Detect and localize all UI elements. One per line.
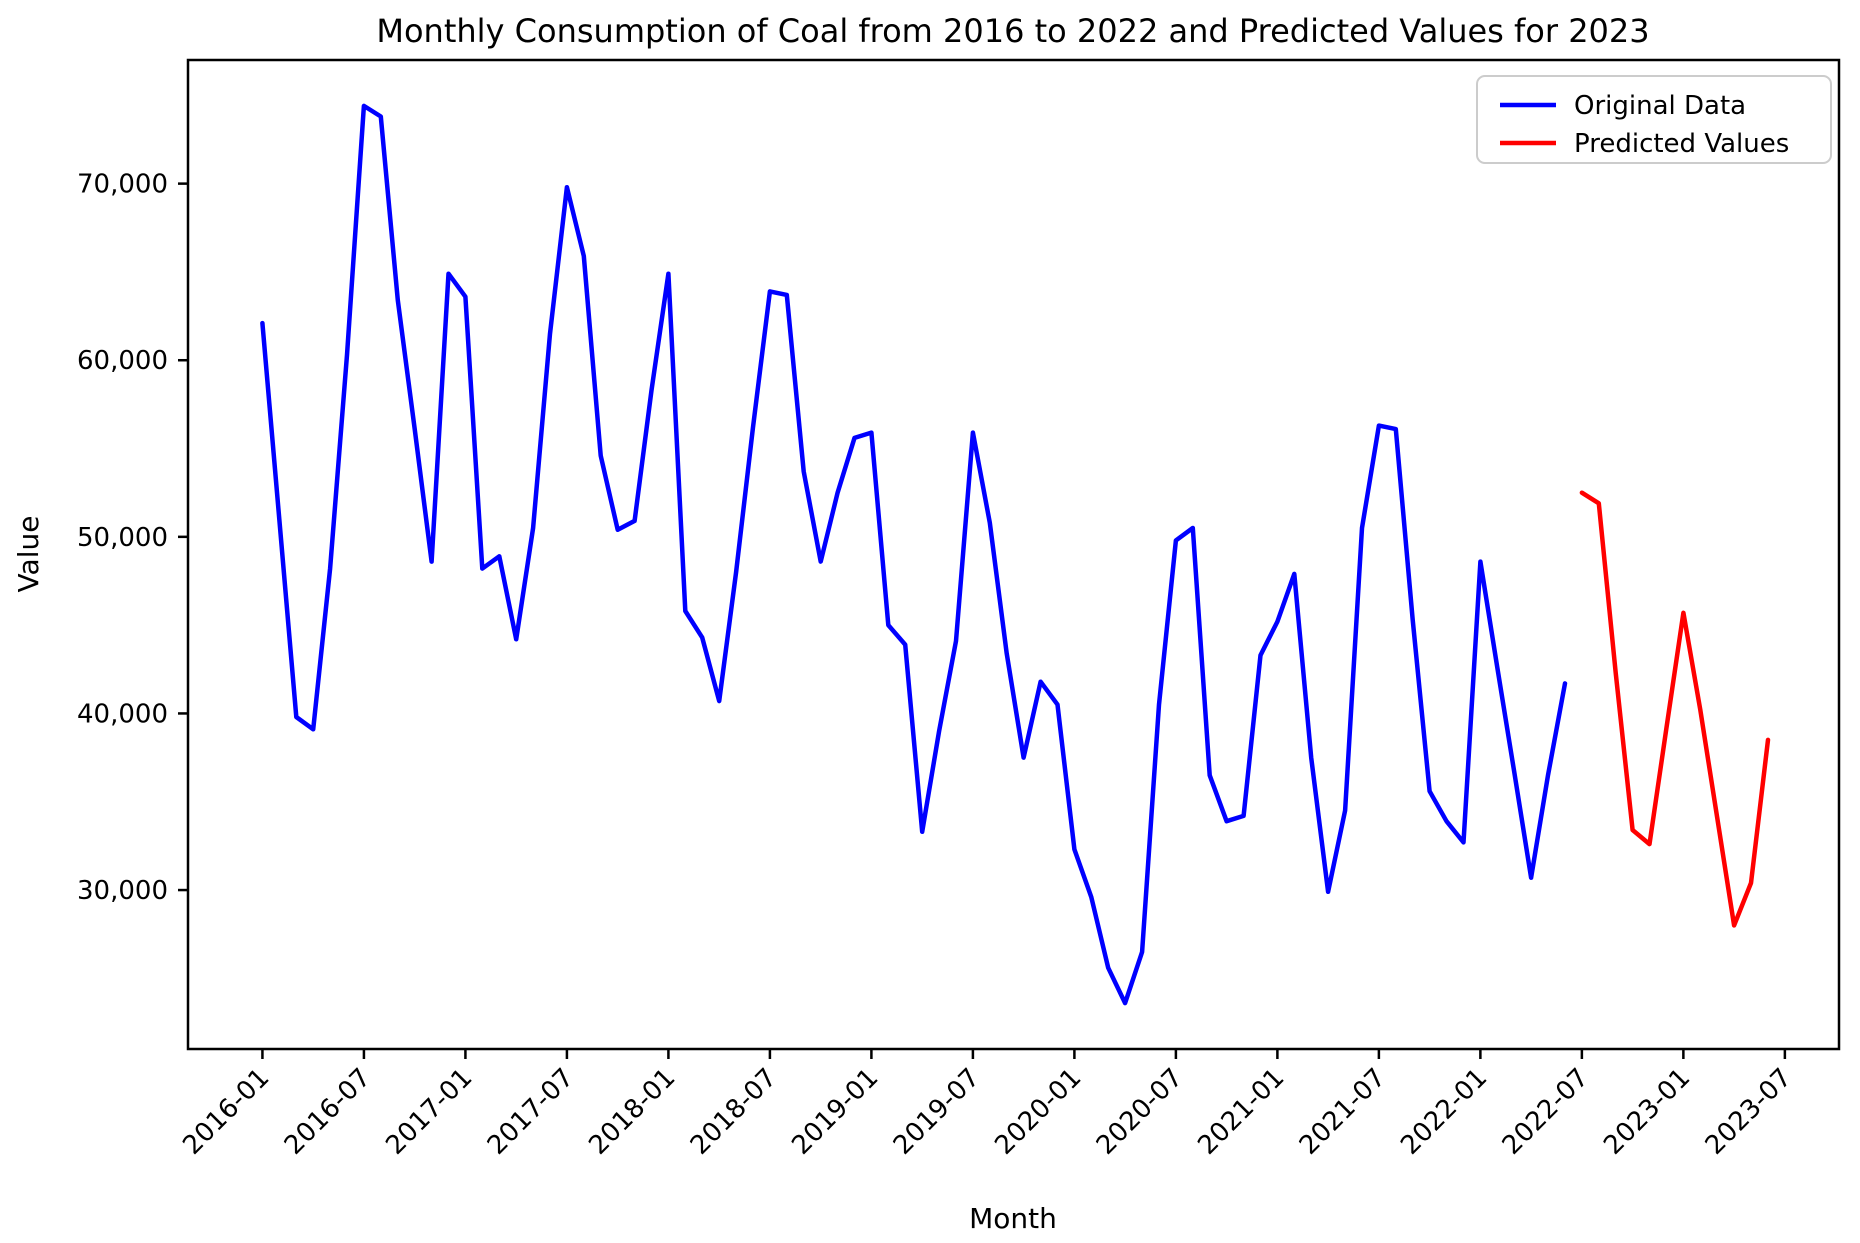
x-tick-label: 2021-01: [1192, 1063, 1290, 1161]
x-tick-label: 2019-01: [786, 1063, 884, 1161]
y-tick-label: 40,000: [77, 699, 168, 729]
legend-original-data-label: Original Data: [1574, 91, 1746, 121]
x-tick-label: 2022-07: [1497, 1063, 1595, 1161]
chart-title: Monthly Consumption of Coal from 2016 to…: [376, 12, 1649, 50]
x-tick-label: 2017-07: [482, 1063, 580, 1161]
x-tick-label: 2021-07: [1294, 1063, 1392, 1161]
x-tick-label: 2017-01: [380, 1063, 478, 1161]
legend-box: [1476, 75, 1832, 164]
plot-area-border: [186, 58, 1841, 1051]
x-tick-label: 2023-01: [1598, 1063, 1696, 1161]
x-tick-label: 2019-07: [888, 1063, 986, 1161]
original-data-line: [260, 103, 1568, 1006]
y-tick-label: 60,000: [77, 346, 168, 376]
x-tick-label: 2022-01: [1395, 1063, 1493, 1161]
x-tick-label: 2023-07: [1700, 1063, 1798, 1161]
legend-predicted-values-label: Predicted Values: [1574, 129, 1789, 159]
y-tick-label: 30,000: [77, 876, 168, 906]
x-tick-label: 2020-01: [989, 1063, 1087, 1161]
y-tick-label: 70,000: [77, 170, 168, 200]
x-tick-label: 2020-07: [1091, 1063, 1189, 1161]
x-tick-label: 2018-01: [583, 1063, 681, 1161]
x-tick-label: 2016-07: [279, 1063, 377, 1161]
x-axis-ticks: 2016-01 2016-07 2017-01 2017-07 2018-01 2018-…: [177, 1049, 1798, 1161]
x-tick-label: 2016-01: [177, 1063, 275, 1161]
predicted-values-line: [1579, 490, 1771, 928]
y-axis-label: Value: [12, 516, 45, 593]
x-axis-label: Month: [969, 1202, 1057, 1235]
y-tick-label: 50,000: [77, 523, 168, 553]
legend: Original Data Predicted Values: [1476, 75, 1832, 164]
x-tick-label: 2018-07: [685, 1063, 783, 1161]
y-axis-ticks: 30,000 40,000 50,000 60,000 70,000: [77, 170, 188, 906]
data-series-lines: [260, 103, 1771, 1006]
